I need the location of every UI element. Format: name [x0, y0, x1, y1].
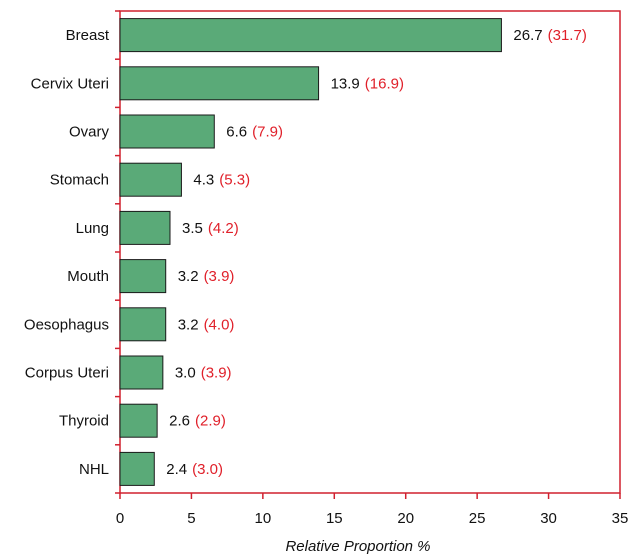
value-label: 2.6 [169, 413, 190, 430]
category-label: Oesophagus [24, 316, 109, 333]
secondary-value-label: (2.9) [195, 413, 226, 430]
value-label: 3.2 [178, 316, 199, 333]
value-label: 4.3 [193, 172, 214, 189]
bar [119, 259, 167, 294]
category-label: Corpus Uteri [25, 365, 109, 382]
category-label: Mouth [67, 268, 109, 285]
secondary-value-label: (3.9) [201, 365, 232, 382]
bar [119, 18, 502, 53]
value-label: 2.4 [166, 461, 187, 478]
secondary-value-label: (4.0) [204, 316, 235, 333]
value-label: 3.2 [178, 268, 199, 285]
value-label: 3.0 [175, 365, 196, 382]
secondary-value-label: (31.7) [548, 27, 587, 44]
category-label: NHL [79, 461, 109, 478]
x-tick-label: 25 [469, 510, 486, 527]
value-label: 6.6 [226, 124, 247, 141]
x-tick-label: 30 [540, 510, 557, 527]
value-label: 13.9 [331, 75, 360, 92]
category-label: Ovary [69, 124, 110, 141]
bar [119, 307, 167, 342]
secondary-value-label: (3.9) [204, 268, 235, 285]
secondary-value-label: (3.0) [192, 461, 223, 478]
bar [119, 162, 182, 197]
secondary-value-label: (16.9) [365, 75, 404, 92]
bar [119, 210, 171, 245]
category-label: Stomach [50, 172, 109, 189]
x-tick-label: 15 [326, 510, 343, 527]
category-label: Thyroid [59, 413, 109, 430]
x-axis-label: Relative Proportion % [285, 538, 430, 555]
x-tick-label: 10 [255, 510, 272, 527]
secondary-value-label: (4.2) [208, 220, 239, 237]
secondary-value-label: (5.3) [219, 172, 250, 189]
bar [119, 114, 215, 149]
x-tick-label: 20 [397, 510, 414, 527]
x-tick-label: 0 [116, 510, 124, 527]
value-label: 3.5 [182, 220, 203, 237]
category-label: Cervix Uteri [31, 75, 109, 92]
bar [119, 451, 155, 486]
bar [119, 403, 158, 438]
category-label: Lung [76, 220, 109, 237]
bar [119, 355, 164, 390]
x-tick-label: 35 [612, 510, 629, 527]
x-tick-label: 5 [187, 510, 195, 527]
bar [119, 66, 320, 101]
value-label: 26.7 [513, 27, 542, 44]
secondary-value-label: (7.9) [252, 124, 283, 141]
category-label: Breast [66, 27, 110, 44]
